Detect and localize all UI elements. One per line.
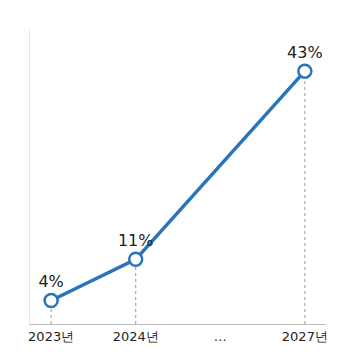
svg-text:2027년: 2027년 [282,329,328,344]
svg-text:4%: 4% [38,272,63,291]
svg-text:2024년: 2024년 [113,329,159,344]
svg-text:11%: 11% [118,231,154,250]
svg-text:43%: 43% [287,43,323,62]
svg-text:2023년: 2023년 [28,329,74,344]
svg-text:…: … [214,329,227,344]
